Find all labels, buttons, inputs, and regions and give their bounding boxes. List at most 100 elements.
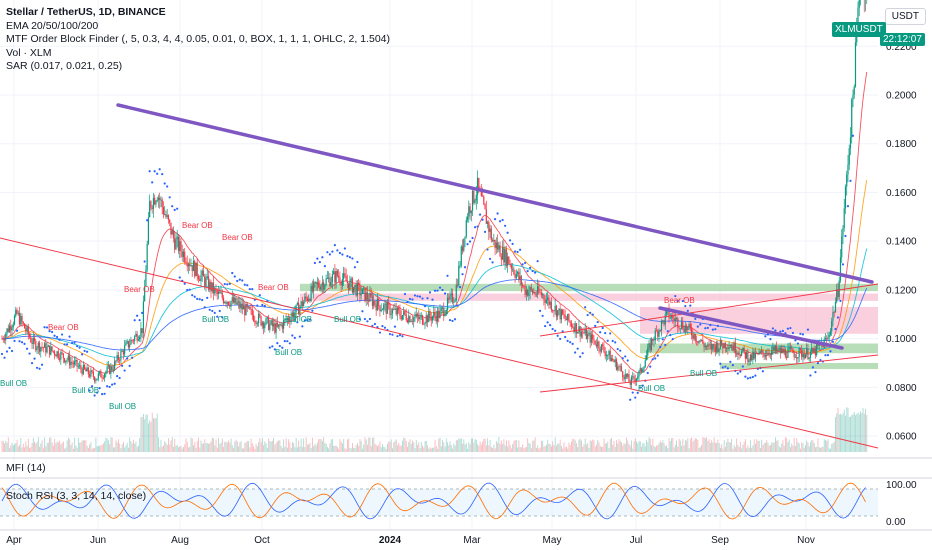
candle-body	[754, 352, 756, 359]
volume-bar	[249, 447, 251, 452]
volume-bar	[221, 438, 223, 452]
sar-dot	[288, 342, 291, 345]
volume-bar	[837, 407, 839, 452]
candle-body	[644, 360, 646, 368]
sar-dot	[33, 357, 36, 360]
candle-body	[523, 285, 525, 287]
volume-bar	[490, 447, 492, 452]
volume-bar	[323, 437, 325, 452]
volume-bar	[529, 443, 531, 452]
sar-dot	[534, 271, 537, 274]
candle-body	[498, 245, 500, 250]
stoch-rsi-label[interactable]: Stoch RSI (3, 3, 14, 14, close)	[6, 490, 147, 502]
volume-bar	[621, 442, 622, 452]
candle-body	[782, 348, 784, 353]
candle-body	[152, 197, 155, 210]
volume-bar	[117, 439, 119, 452]
sar-dot	[659, 345, 662, 349]
volume-bar	[626, 437, 627, 452]
volume-bar	[266, 448, 268, 452]
volume-bar	[397, 445, 398, 452]
candle-body	[396, 307, 399, 315]
volume-bar	[309, 442, 311, 452]
sar-dot	[171, 205, 174, 208]
currency-selector[interactable]: USDT	[884, 8, 926, 25]
sar-dot	[401, 335, 404, 338]
candle-body	[121, 351, 123, 352]
candle-body	[16, 309, 18, 314]
candle-body	[769, 354, 771, 356]
volume-bar	[544, 445, 546, 452]
sar-dot	[35, 366, 39, 369]
sar-dot	[441, 288, 444, 292]
candle-body	[572, 326, 574, 328]
candle-body	[106, 366, 108, 372]
candle-body	[57, 351, 59, 358]
mfi-label[interactable]: MFI (14)	[6, 462, 46, 474]
volume-bar	[37, 437, 39, 452]
sar-dot	[396, 335, 399, 338]
volume-legend[interactable]: Vol · XLM	[6, 46, 52, 59]
sar-legend[interactable]: SAR (0.017, 0.021, 0.25)	[6, 60, 123, 73]
volume-bar	[201, 443, 203, 452]
candle-body	[643, 367, 645, 370]
volume-bar	[102, 443, 104, 452]
candle-body	[801, 349, 803, 358]
volume-bar	[639, 441, 641, 452]
volume-bar	[372, 437, 373, 452]
sar-dot	[831, 340, 835, 343]
volume-bar	[786, 438, 788, 452]
volume-bar	[154, 418, 156, 452]
volume-bar	[568, 442, 570, 452]
volume-bar	[692, 441, 694, 452]
candle-body	[75, 359, 77, 362]
candle-body	[255, 321, 257, 325]
volume-bar	[228, 440, 230, 452]
volume-bar	[24, 447, 26, 452]
candle-body	[13, 316, 16, 325]
candle-body	[415, 313, 417, 317]
volume-bar	[190, 437, 192, 452]
candle-body	[607, 354, 609, 356]
sar-dot	[493, 218, 497, 221]
candle-body	[593, 339, 595, 341]
candle-body	[665, 310, 668, 315]
volume-bar	[495, 440, 497, 452]
candle-body	[503, 247, 505, 263]
volume-bar	[67, 437, 69, 452]
volume-bar	[408, 442, 410, 452]
volume-bar	[198, 437, 199, 452]
candle-body	[89, 374, 91, 377]
mtf-legend[interactable]: MTF Order Block Finder (, 5, 0.3, 4, 4, …	[6, 33, 391, 46]
candle-body	[475, 194, 477, 201]
candle-body	[773, 346, 775, 351]
volume-bar	[291, 441, 293, 452]
sar-dot	[656, 354, 659, 357]
candle-body	[8, 325, 11, 332]
volume-bar	[447, 442, 449, 452]
candle-body	[689, 323, 691, 329]
symbol-title[interactable]: Stellar / TetherUS, 1D, BINANCE	[6, 6, 166, 18]
volume-bar	[7, 437, 9, 452]
sar-dot	[521, 263, 524, 266]
sar-dot	[391, 333, 394, 336]
ema-legend[interactable]: EMA 20/50/100/200	[6, 19, 99, 32]
volume-bar	[676, 440, 678, 452]
sar-dot	[278, 344, 281, 348]
volume-bar	[847, 407, 849, 452]
volume-bar	[742, 444, 744, 452]
volume-bar	[196, 440, 198, 452]
volume-bar	[427, 445, 428, 452]
sar-dot	[786, 327, 790, 330]
volume-bar	[788, 439, 790, 452]
candle-body	[42, 347, 44, 349]
candle-body	[565, 318, 568, 321]
volume-bar	[752, 445, 754, 452]
price-tick-label: 0.0800	[886, 383, 917, 394]
candle-body	[174, 237, 176, 250]
sar-dot	[148, 170, 151, 173]
parabolic-sar-dots	[0, 134, 855, 401]
candle-body	[683, 329, 685, 333]
candle-body	[336, 270, 338, 276]
